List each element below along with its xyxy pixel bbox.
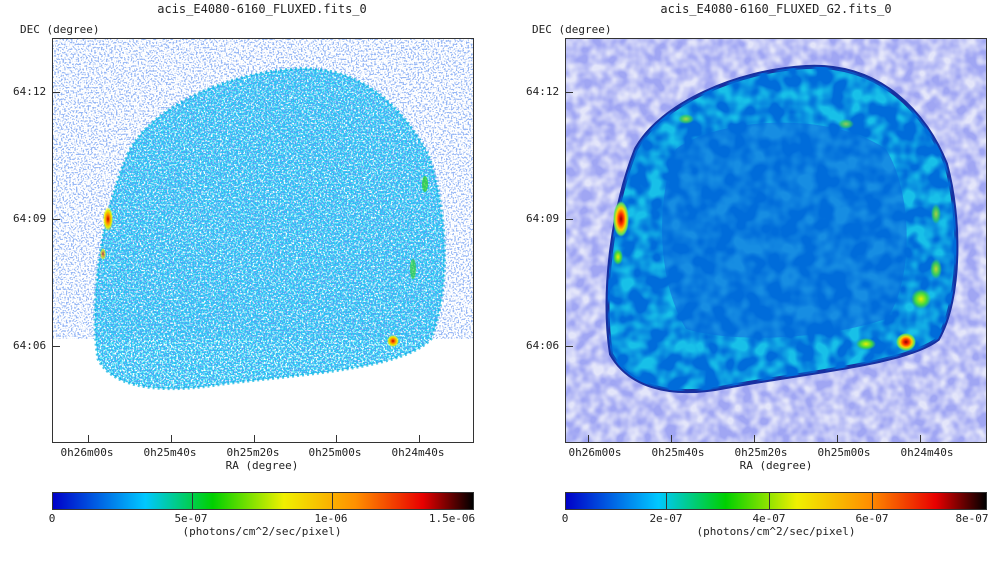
panel-1-x-axis-label: RA (degree) xyxy=(225,459,299,472)
panel-2-y-tick: 64:06 xyxy=(526,339,560,352)
panel-2-colorbar-tick: 4e-07 xyxy=(752,512,786,525)
panel-1-colorbar xyxy=(52,492,474,510)
panel-2-y-tick: 64:09 xyxy=(526,212,560,225)
panel-2-x-axis-label: RA (degree) xyxy=(739,459,813,472)
panel-2-x-tick: 0h25m40s xyxy=(651,446,705,459)
panel-1-y-tick: 64:09 xyxy=(13,212,47,225)
panel-1-x-tick: 0h24m40s xyxy=(391,446,445,459)
panel-2-y-tick: 64:12 xyxy=(526,85,560,98)
panel-1-x-tick: 0h25m20s xyxy=(226,446,280,459)
panel-2-smoothed-image xyxy=(566,39,986,442)
panel-2-colorbar-tick: 0 xyxy=(561,512,569,525)
panel-2-colorbar-tick: 8e-07 xyxy=(955,512,989,525)
panel-1-x-tick: 0h26m00s xyxy=(60,446,114,459)
panel-2-x-tick: 0h26m00s xyxy=(568,446,622,459)
panel-1-colorbar-tick: 5e-07 xyxy=(174,512,208,525)
panel-2-colorbar xyxy=(565,492,987,510)
panel-1-xray-image xyxy=(53,39,473,442)
panel-1-colorbar-units: (photons/cm^2/sec/pixel) xyxy=(182,525,342,538)
panel-1-x-tick: 0h25m40s xyxy=(143,446,197,459)
panel-1-title: acis_E4080-6160_FLUXED.fits_0 xyxy=(157,2,367,16)
panel-1-x-tick: 0h25m00s xyxy=(308,446,362,459)
panel-2-x-tick: 0h24m40s xyxy=(900,446,954,459)
panel-2-y-axis-label: DEC (degree) xyxy=(532,23,612,36)
panel-1-y-tick: 64:06 xyxy=(13,339,47,352)
panel-1-y-axis-label: DEC (degree) xyxy=(20,23,100,36)
panel-1-colorbar-tick: 0 xyxy=(48,512,56,525)
panel-2-colorbar-tick: 6e-07 xyxy=(855,512,889,525)
panel-1-image-axes xyxy=(52,38,474,443)
panel-1-colorbar-tick: 1.5e-06 xyxy=(428,512,476,525)
panel-2-x-tick: 0h25m00s xyxy=(817,446,871,459)
panel-2-title: acis_E4080-6160_FLUXED_G2.fits_0 xyxy=(660,2,892,16)
panel-1-colorbar-tick: 1e-06 xyxy=(314,512,348,525)
panel-2-colorbar-tick: 2e-07 xyxy=(649,512,683,525)
panel-1-y-tick: 64:12 xyxy=(13,85,47,98)
panel-2-colorbar-units: (photons/cm^2/sec/pixel) xyxy=(696,525,856,538)
panel-2-image-axes xyxy=(565,38,987,443)
panel-2-x-tick: 0h25m20s xyxy=(734,446,788,459)
